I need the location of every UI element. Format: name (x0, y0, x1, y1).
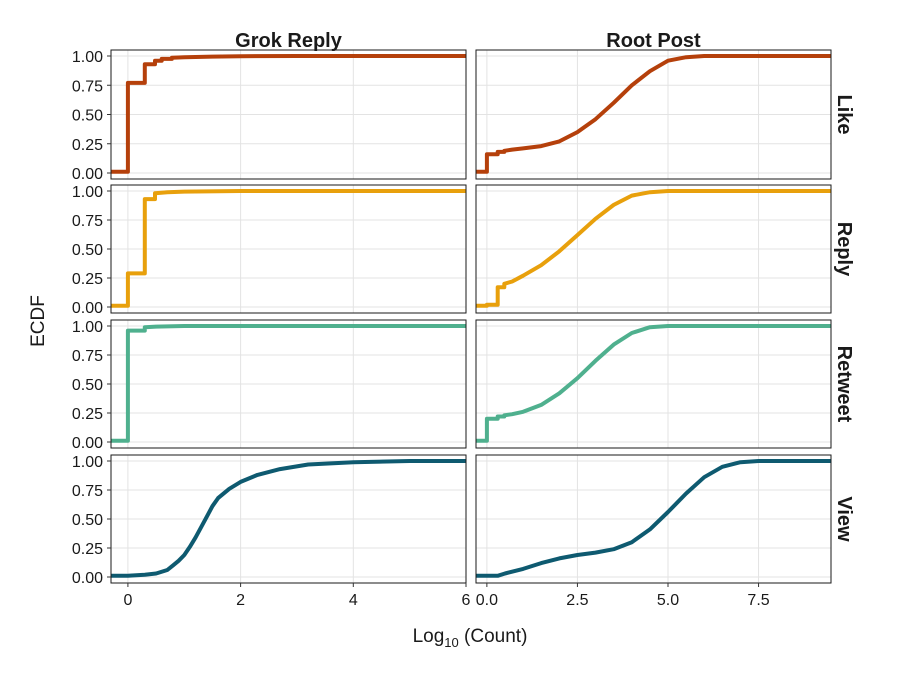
y-tick-label-grok-reply-view-2: 0.50 (72, 512, 103, 529)
series-line-root-post-reply (476, 189, 831, 308)
x-tick-label-grok-reply-view-0: 0 (123, 592, 132, 609)
y-tick-label-grok-reply-like-0: 0.00 (72, 166, 103, 183)
panel-grid: 0.000.250.500.751.00Like0.000.250.500.75… (72, 30, 855, 609)
x-tick-label-grok-reply-view-3: 6 (462, 592, 471, 609)
y-tick-label-grok-reply-like-4: 1.00 (72, 49, 103, 66)
x-axis-title-main: Log (413, 626, 445, 647)
x-tick-label-root-post-view-2: 5.0 (657, 592, 679, 609)
y-tick-label-grok-reply-reply-2: 0.50 (72, 242, 103, 259)
panel-border-root-post-retweet (475, 319, 832, 449)
x-tick-label-root-post-view-3: 7.5 (747, 592, 769, 609)
panel-border-root-post-reply (475, 184, 832, 314)
series-line-grok-reply-view (111, 459, 466, 578)
panel-grok-reply-like: 0.00 0.25 0.50 0.75 1.00 (72, 49, 467, 183)
panel-grok-reply-retweet: 0.00 0.25 0.50 0.75 1.00 (72, 319, 467, 452)
series-line-root-post-like (476, 54, 831, 174)
y-tick-label-grok-reply-like-2: 0.50 (72, 108, 103, 125)
x-tick-label-grok-reply-view-1: 2 (236, 592, 245, 609)
panel-root-post-retweet (475, 319, 832, 449)
y-tick-label-grok-reply-view-0: 0.00 (72, 570, 103, 587)
row-strip-label-retweet: Retweet (833, 346, 855, 423)
column-strip-label-grok-reply: Grok Reply (235, 30, 343, 52)
column-strip-label-root-post: Root Post (606, 30, 701, 52)
y-tick-label-grok-reply-like-1: 0.25 (72, 137, 103, 154)
series-line-grok-reply-reply (111, 189, 466, 308)
panel-root-post-view: 0.0 2.5 5.0 7.5 (475, 454, 832, 609)
y-tick-label-grok-reply-reply-3: 0.75 (72, 213, 103, 230)
x-axis-title-rest: (Count) (459, 626, 528, 647)
axis-titles: ECDF Log10 (Count) (28, 295, 527, 650)
y-tick-label-grok-reply-retweet-2: 0.50 (72, 377, 103, 394)
y-tick-label-grok-reply-reply-4: 1.00 (72, 184, 103, 201)
y-axis-title: ECDF (28, 295, 49, 347)
y-tick-label-grok-reply-view-3: 0.75 (72, 483, 103, 500)
x-axis-title-subscript: 10 (444, 635, 458, 650)
series-line-grok-reply-retweet (111, 324, 466, 443)
panel-root-post-reply (475, 184, 832, 314)
y-tick-label-grok-reply-retweet-4: 1.00 (72, 319, 103, 336)
y-tick-label-grok-reply-like-3: 0.75 (72, 78, 103, 95)
panel-border-root-post-like (475, 49, 832, 180)
row-strip-label-reply: Reply (833, 222, 855, 277)
panel-grok-reply-view: 0.00 0.25 0.50 0.75 1.00 0 2 4 6 (72, 454, 471, 609)
panel-root-post-like (475, 49, 832, 180)
y-tick-label-grok-reply-reply-0: 0.00 (72, 300, 103, 317)
series-line-root-post-retweet (476, 324, 831, 443)
y-tick-label-grok-reply-retweet-3: 0.75 (72, 348, 103, 365)
x-axis-title: Log10 (Count) (413, 626, 528, 650)
row-strip-label-like: Like (833, 94, 855, 134)
x-tick-label-root-post-view-0: 0.0 (476, 592, 498, 609)
series-line-root-post-view (476, 459, 831, 578)
y-tick-label-grok-reply-reply-1: 0.25 (72, 271, 103, 288)
y-tick-label-grok-reply-view-4: 1.00 (72, 454, 103, 471)
x-tick-label-root-post-view-1: 2.5 (566, 592, 588, 609)
y-tick-label-grok-reply-view-1: 0.25 (72, 541, 103, 558)
panel-grok-reply-reply: 0.00 0.25 0.50 0.75 1.00 (72, 184, 467, 317)
y-tick-label-grok-reply-retweet-1: 0.25 (72, 406, 103, 423)
x-tick-label-grok-reply-view-2: 4 (349, 592, 358, 609)
panel-border-root-post-view (475, 454, 832, 584)
series-line-grok-reply-like (111, 54, 466, 174)
row-strip-label-view: View (833, 496, 855, 542)
y-tick-label-grok-reply-retweet-0: 0.00 (72, 435, 103, 452)
